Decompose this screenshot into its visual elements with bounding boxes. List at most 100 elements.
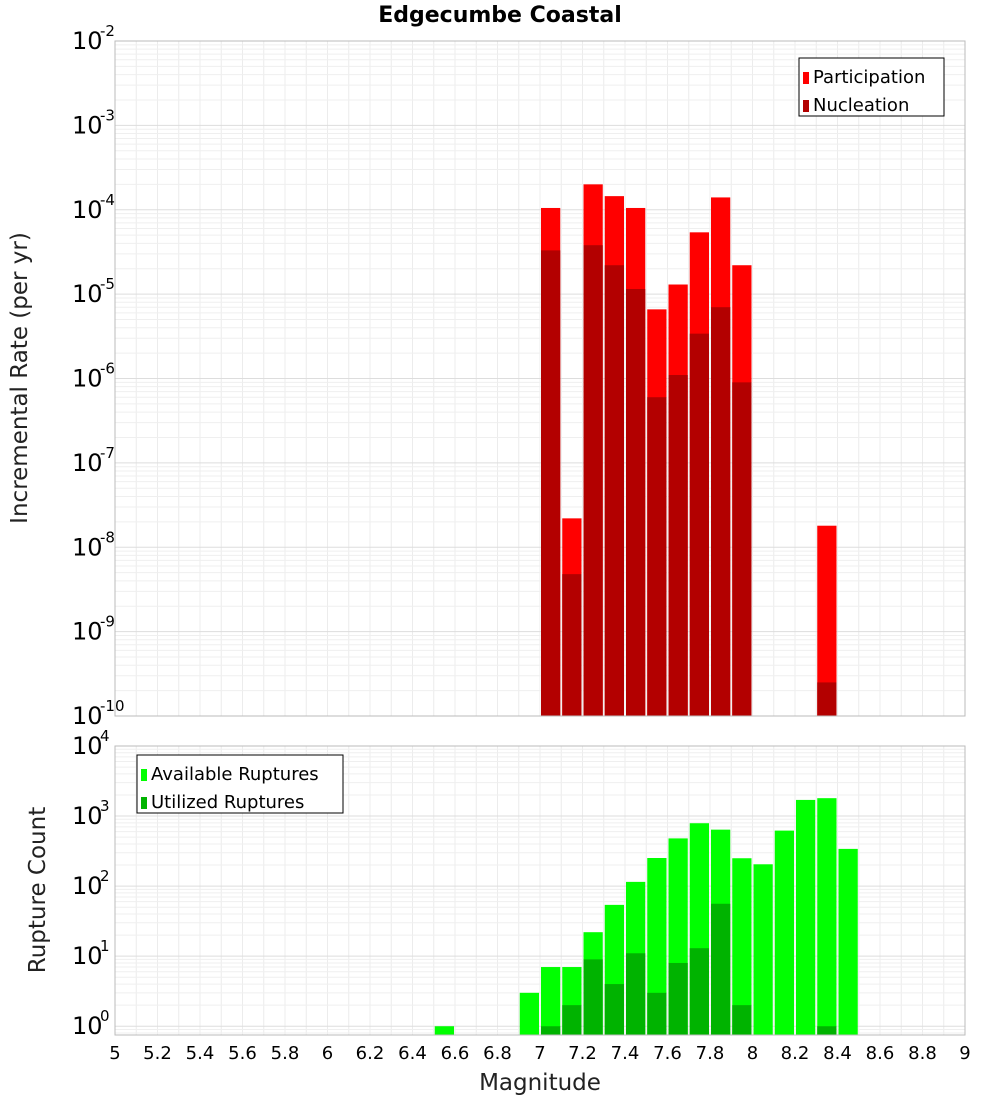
top-y-tick-label: 10 — [72, 111, 103, 139]
x-tick-label: 9 — [959, 1043, 970, 1064]
top-bar — [817, 682, 837, 716]
bottom-y-tick-exponent: 4 — [100, 727, 110, 745]
top-bar — [711, 307, 731, 716]
top-bar — [626, 289, 646, 716]
bottom-legend: Available Ruptures Utilized Ruptures — [136, 754, 344, 814]
bottom-bar — [541, 967, 561, 1035]
x-tick-label: 8.4 — [823, 1043, 852, 1064]
top-bar — [583, 245, 603, 717]
x-tick-label: 7.6 — [653, 1043, 682, 1064]
bottom-legend-swatch — [141, 769, 147, 781]
x-tick-label: 6.2 — [356, 1043, 385, 1064]
top-bar — [604, 265, 624, 716]
x-tick-label: 8.2 — [781, 1043, 810, 1064]
bottom-legend-label: Available Ruptures — [151, 764, 319, 785]
bottom-bar — [583, 959, 603, 1035]
x-tick-label: 7 — [534, 1043, 545, 1064]
bottom-series-utilized-ruptures — [541, 903, 837, 1035]
bottom-bar — [732, 858, 752, 1035]
bottom-bar — [647, 858, 667, 1035]
x-tick-label: 8.6 — [866, 1043, 895, 1064]
top-y-tick-label: 10 — [72, 702, 103, 730]
bottom-y-tick-label: 10 — [72, 1012, 103, 1040]
bottom-y-tick-exponent: 3 — [100, 797, 110, 815]
top-y-tick-label: 10 — [72, 27, 103, 55]
bottom-bar — [668, 962, 688, 1035]
x-tick-label: 7.8 — [696, 1043, 725, 1064]
top-plot-panel: 10-210-310-410-510-610-710-810-910-10Par… — [72, 22, 966, 730]
top-bar — [689, 333, 709, 716]
top-y-tick-label: 10 — [72, 365, 103, 393]
bottom-y-axis-label: Rupture Count — [25, 807, 51, 973]
top-y-tick-exponent: -10 — [100, 697, 125, 715]
bottom-bar — [753, 864, 773, 1035]
bottom-y-tick-exponent: 1 — [100, 937, 110, 955]
bottom-bar — [817, 798, 837, 1035]
x-tick-label: 5.6 — [228, 1043, 257, 1064]
x-tick-label: 6 — [322, 1043, 333, 1064]
top-y-tick-exponent: -4 — [100, 191, 115, 209]
top-legend-label: Participation — [813, 67, 925, 88]
top-y-tick-label: 10 — [72, 280, 103, 308]
bottom-legend-box — [136, 754, 344, 814]
bottom-bar — [732, 1005, 752, 1035]
top-y-tick-exponent: -7 — [100, 444, 115, 462]
x-tick-label: 5.8 — [271, 1043, 300, 1064]
x-tick-label: 6.8 — [483, 1043, 512, 1064]
x-tick-label: 6.6 — [441, 1043, 470, 1064]
top-y-tick-exponent: -9 — [100, 613, 115, 631]
top-y-tick-exponent: -2 — [100, 22, 115, 40]
top-legend: Participation Nucleation — [798, 57, 945, 117]
bottom-legend-swatch — [141, 797, 147, 809]
top-y-tick-label: 10 — [72, 196, 103, 224]
top-bar — [668, 375, 688, 716]
bottom-bar — [647, 992, 667, 1035]
top-bar — [732, 382, 752, 716]
bottom-y-tick-label: 10 — [72, 942, 103, 970]
top-legend-label: Nucleation — [813, 95, 909, 116]
x-tick-label: 8 — [747, 1043, 758, 1064]
top-grid — [114, 41, 966, 717]
bottom-bar — [774, 830, 794, 1035]
bottom-bar — [604, 984, 624, 1035]
top-legend-swatch — [803, 72, 809, 84]
bottom-bar — [434, 1026, 454, 1035]
bottom-bar — [817, 1026, 837, 1035]
bottom-y-tick-label: 10 — [72, 732, 103, 760]
bottom-bar — [541, 1026, 561, 1035]
bottom-y-tick-exponent: 2 — [100, 867, 110, 885]
bottom-y-tick-exponent: 0 — [100, 1007, 110, 1025]
bottom-frame — [114, 745, 966, 1036]
top-y-tick-label: 10 — [72, 449, 103, 477]
top-y-tick-exponent: -6 — [100, 360, 115, 378]
top-bar — [562, 574, 582, 716]
bottom-bar — [711, 903, 731, 1035]
top-y-tick-label: 10 — [72, 618, 103, 646]
x-tick-labels: 5 5.2 5.4 5.6 5.8 6 6.2 6.4 6.6 6.8 7 7.2 7.4 7.6 7.8 8… — [109, 1043, 970, 1064]
top-legend-swatch — [803, 100, 809, 112]
top-bar — [541, 250, 561, 717]
x-tick-label: 7.4 — [611, 1043, 640, 1064]
x-axis-label: Magnitude — [479, 1070, 601, 1096]
bottom-bar — [838, 848, 858, 1035]
top-y-tick-exponent: -8 — [100, 528, 115, 546]
bottom-bar — [562, 1005, 582, 1035]
x-tick-label: 6.4 — [398, 1043, 427, 1064]
bottom-bar — [519, 992, 539, 1035]
top-series-nucleation — [541, 245, 837, 717]
top-y-axis-label: Incremental Rate (per yr) — [7, 232, 33, 524]
bottom-bar — [796, 799, 816, 1035]
top-bar — [647, 397, 667, 716]
bottom-y-tick-label: 10 — [72, 872, 103, 900]
bottom-bar — [626, 953, 646, 1035]
top-frame — [114, 40, 966, 717]
top-bar — [817, 525, 837, 716]
top-y-tick-exponent: -5 — [100, 275, 115, 293]
chart-title: Edgecumbe Coastal — [378, 3, 622, 28]
x-tick-label: 5 — [109, 1043, 120, 1064]
x-tick-label: 8.8 — [908, 1043, 937, 1064]
x-tick-label: 5.4 — [186, 1043, 215, 1064]
x-tick-label: 7.2 — [568, 1043, 597, 1064]
